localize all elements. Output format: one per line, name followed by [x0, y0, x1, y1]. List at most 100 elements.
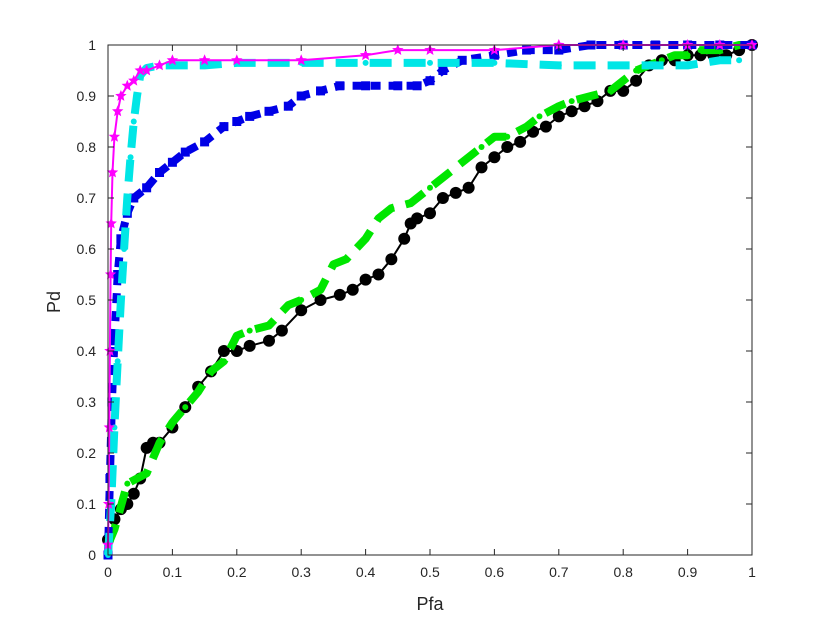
series-2-point: [427, 184, 433, 191]
series-5-point: [103, 421, 115, 433]
series-1-point: [475, 161, 488, 174]
series-2-point: [285, 302, 292, 309]
series-5-point: [134, 64, 146, 76]
series-1-point: [578, 100, 591, 113]
series-2-point: [317, 286, 324, 293]
series-1-point: [372, 268, 385, 281]
series-5-point: [295, 54, 307, 66]
series-2-point: [568, 98, 575, 105]
series-1-point: [488, 151, 501, 164]
y-axis-label: Pd: [44, 291, 64, 313]
series-3-point: [167, 157, 177, 167]
series-1-point: [552, 110, 565, 123]
series-5-point: [121, 79, 133, 91]
series-2-point: [266, 322, 272, 329]
y-tick-label: 0.2: [77, 445, 97, 461]
series-4: [104, 56, 743, 558]
series-2-point: [343, 256, 350, 263]
series-1-point: [333, 288, 346, 301]
series-4-point: [491, 59, 498, 66]
y-tick-label: 0.3: [77, 394, 97, 410]
series-1-point: [295, 304, 308, 317]
series-1-point: [565, 105, 578, 118]
axes: 0 0.1 0.2 0.3 0.4 0.5 0.6 0.7 0.8 0.9 1 0 0.1 0.2 0.3 0…: [77, 37, 757, 580]
series-2-point: [684, 52, 691, 59]
series-1-point: [359, 273, 372, 286]
series-3-point: [438, 66, 448, 75]
series-2-point: [111, 526, 118, 533]
series-1-point: [462, 181, 475, 194]
series-3-point: [180, 147, 190, 157]
series-3-point: [522, 45, 532, 55]
series-2-point: [208, 368, 215, 375]
series-3-point: [113, 270, 123, 279]
series-5-point: [681, 39, 694, 50]
series-2-point: [375, 215, 382, 222]
series-5-point: [746, 39, 758, 50]
series-2-point: [504, 133, 511, 140]
x-tick-label: 0.2: [227, 564, 247, 580]
series-2-point: [439, 174, 446, 181]
series-3-point: [109, 336, 119, 346]
series-3-point: [393, 81, 403, 91]
series-5-point: [115, 90, 127, 101]
series-3-point: [142, 183, 152, 193]
series-2-point: [246, 327, 253, 334]
series-3-point: [425, 76, 435, 86]
series-1-point: [217, 345, 230, 357]
series-1-point: [275, 324, 288, 337]
series-4-point: [121, 246, 128, 252]
x-tick-label: 0.8: [613, 564, 633, 580]
series-2-point: [233, 332, 240, 339]
series-3-point: [232, 117, 242, 126]
series-2-point: [588, 93, 594, 99]
series-1-point: [539, 120, 552, 133]
series-5-point: [617, 39, 629, 50]
y-tick-label: 0.8: [77, 139, 97, 155]
x-axis-label: Pfa: [416, 594, 444, 614]
series-4-point: [124, 195, 131, 201]
series-2-point: [298, 297, 305, 303]
x-tick-label: 0.3: [291, 564, 311, 580]
y-tick-label: 0.7: [77, 190, 97, 206]
series-3-point: [457, 55, 467, 65]
series-3-point: [412, 81, 422, 91]
series-3-point: [155, 168, 165, 177]
series-2-point: [620, 77, 627, 84]
series-4-point: [117, 297, 124, 303]
series-2-point: [362, 235, 369, 242]
series-3-point: [335, 81, 345, 91]
series-2-point: [330, 261, 337, 268]
series-5-point: [553, 39, 565, 50]
series-4-point: [133, 93, 140, 99]
series-3-point: [296, 91, 306, 101]
series-2-point: [697, 47, 704, 54]
series-4-point: [114, 358, 121, 365]
series-2-point: [124, 480, 131, 487]
series-5-point: [198, 54, 211, 66]
series-2-point: [195, 388, 202, 395]
series-1-point: [385, 253, 398, 266]
series-2-point: [388, 205, 395, 212]
series-3-point: [283, 101, 293, 111]
series-4-point: [620, 62, 627, 69]
series-1-point: [514, 135, 527, 148]
series-2-point: [671, 52, 678, 59]
series-2-point: [407, 200, 414, 207]
series-3-point: [361, 81, 371, 91]
series-3-point: [245, 111, 255, 121]
series-5-point: [359, 49, 372, 61]
series-1-point: [436, 192, 449, 204]
y-tick-label: 0: [88, 547, 96, 563]
series-3-line: [104, 41, 752, 556]
series-1-point: [314, 294, 327, 306]
series-2-point: [143, 470, 150, 477]
series-1-point: [263, 334, 275, 347]
y-tick-label: 0.5: [77, 292, 97, 308]
series-2-point: [536, 113, 543, 120]
series-2-point: [156, 439, 163, 446]
series-2-point: [491, 133, 498, 140]
y-tick-label: 1: [88, 37, 96, 53]
